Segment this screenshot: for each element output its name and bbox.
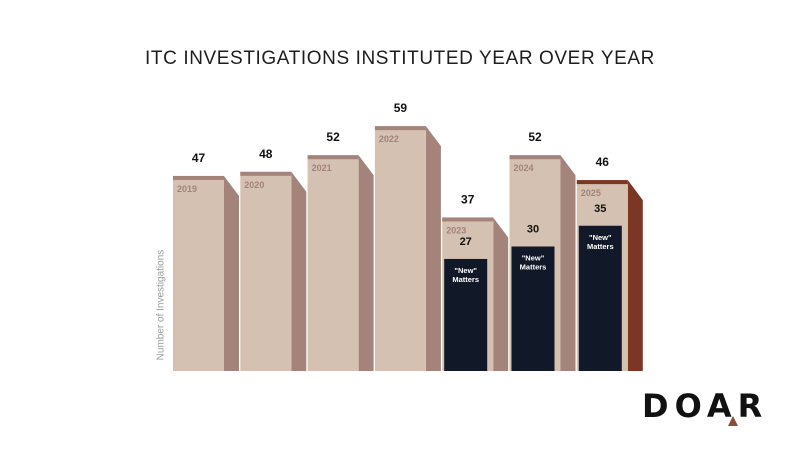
bar-side-2021 [358,155,374,371]
bar-top-2020 [240,171,292,176]
new-matters-bar-2025 [578,225,622,371]
doar-logo: DOAR [642,386,772,426]
new-matters-label-2023: "New" [454,266,477,275]
chart-title: ITC INVESTIGATIONS INSTITUTED YEAR OVER … [145,48,655,69]
value-label-2022: 59 [394,101,408,115]
value-label-2020: 48 [259,147,273,161]
bar-top-2022 [374,126,426,131]
bar-top-2019 [173,175,224,180]
new-matters-label-2025: "New" [589,233,612,242]
value-label-2023: 37 [461,192,475,206]
value-label-2019: 47 [192,151,206,165]
year-label-2019: 2019 [177,184,197,194]
year-label-2022: 2022 [379,134,399,144]
bar-side-2023 [493,217,509,371]
year-label-2025: 2025 [581,188,601,198]
value-label-2021: 52 [326,130,340,144]
bar-side-2022 [425,126,441,372]
bar-top-2021 [307,155,359,160]
bar-2020 [240,171,292,371]
bar-top-2023 [442,217,494,222]
new-matters-label-2024: "New" [522,254,545,263]
bar-side-2019 [224,175,239,371]
new-matters-value-2024: 30 [527,224,539,236]
bar-2022 [374,126,426,372]
bar-side-2020 [291,171,307,371]
new-matters-bar-2023 [444,258,488,371]
bar-2021 [307,155,359,371]
value-label-2025: 46 [596,155,610,169]
bar-side-2024 [560,155,576,371]
new-matters-label-line2-2024: Matters [520,263,547,272]
new-matters-label-line2-2025: Matters [587,242,614,251]
year-label-2021: 2021 [312,163,332,173]
bar-top-2025 [576,180,628,185]
logo-text: DOAR [642,387,769,425]
new-matters-label-line2-2023: Matters [452,275,479,284]
bar-top-2024 [509,155,561,160]
value-label-2024: 52 [528,130,542,144]
bar-2019 [173,175,224,371]
new-matters-bar-2024 [511,246,555,371]
logo-triangle-icon [728,416,738,426]
new-matters-value-2023: 27 [460,236,472,248]
new-matters-value-2025: 35 [594,203,606,215]
year-label-2020: 2020 [244,180,264,190]
bar-side-2025 [627,180,643,371]
year-label-2023: 2023 [446,225,466,235]
year-label-2024: 2024 [514,163,534,173]
